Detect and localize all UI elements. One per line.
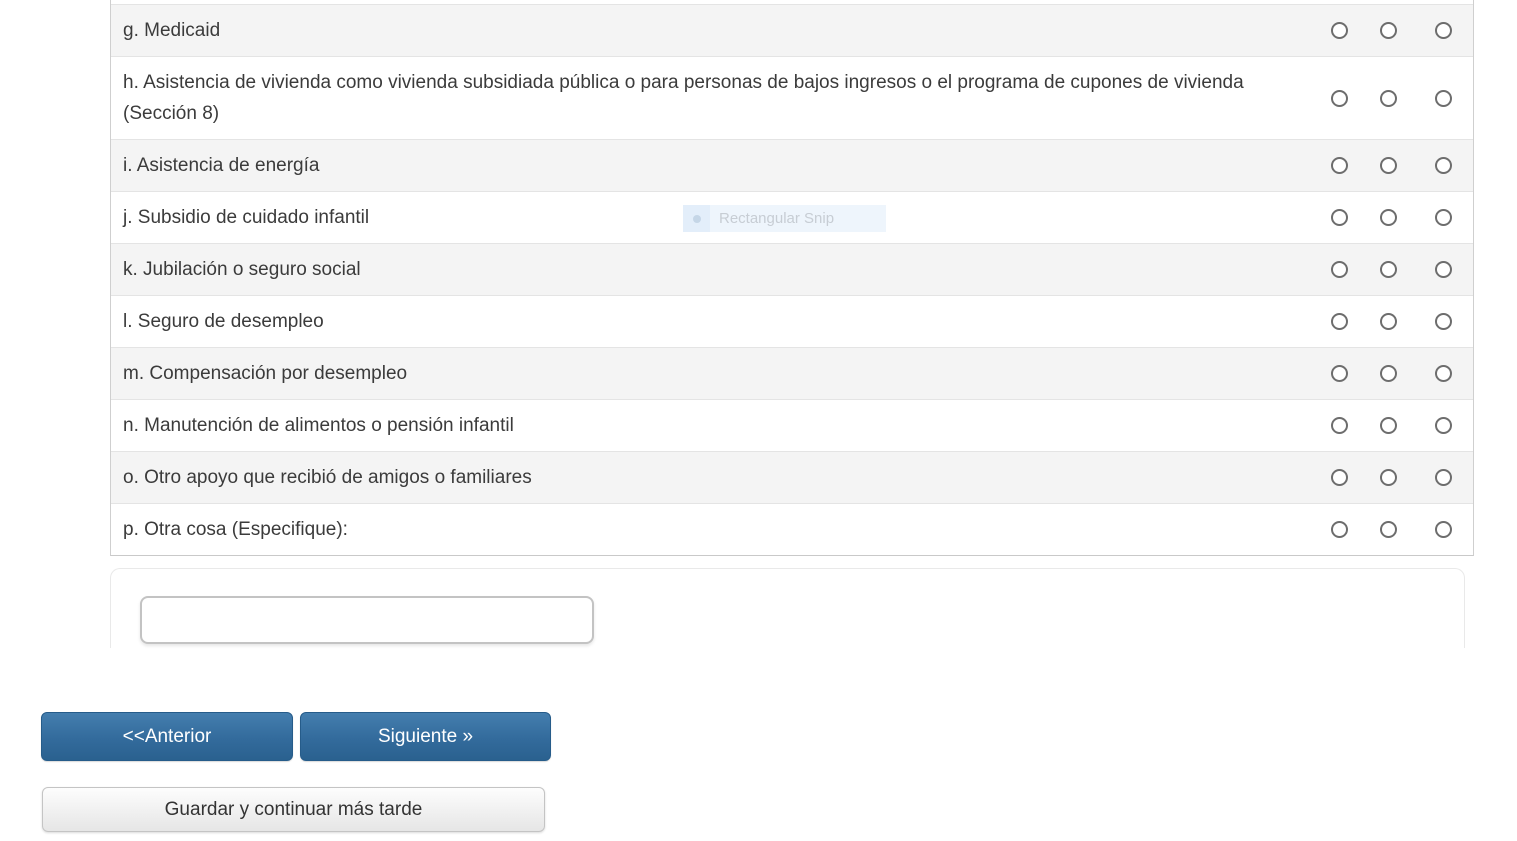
other-specify-input[interactable]: [140, 596, 594, 644]
radio-group: [1331, 22, 1473, 39]
radio-option-h-1[interactable]: [1331, 89, 1348, 107]
table-row-i: i. Asistencia de energía: [111, 139, 1473, 191]
table-row-l: l. Seguro de desempleo: [111, 295, 1473, 347]
followup-question-panel: [110, 568, 1465, 648]
radio-option-o-1[interactable]: [1331, 469, 1348, 486]
row-label: m. Compensación por desempleo: [123, 363, 408, 384]
radio-option-m-3[interactable]: [1435, 365, 1452, 382]
row-label: p. Otra cosa (Especifique):: [123, 519, 348, 540]
row-label: i. Asistencia de energía: [123, 155, 320, 176]
table-row-p: p. Otra cosa (Especifique):: [111, 503, 1473, 555]
radio-option-k-1[interactable]: [1331, 261, 1348, 278]
radio-option-o-3[interactable]: [1435, 469, 1452, 486]
radio-group: [1331, 417, 1473, 434]
radio-option-p-3[interactable]: [1435, 521, 1452, 538]
table-row-j: j. Subsidio de cuidado infantil: [111, 191, 1473, 243]
radio-group: [1331, 521, 1473, 538]
radio-option-h-3[interactable]: [1435, 89, 1452, 107]
table-row-m: m. Compensación por desempleo: [111, 347, 1473, 399]
radio-option-j-3[interactable]: [1435, 209, 1452, 226]
radio-option-n-2[interactable]: [1380, 417, 1397, 434]
radio-option-g-1[interactable]: [1331, 22, 1348, 39]
radio-option-g-3[interactable]: [1435, 22, 1452, 39]
radio-option-p-1[interactable]: [1331, 521, 1348, 538]
radio-option-k-3[interactable]: [1435, 261, 1452, 278]
radio-group: [1331, 157, 1473, 174]
radio-option-p-2[interactable]: [1380, 521, 1397, 538]
snip-dot-icon: [692, 214, 701, 223]
snip-tooltip: Rectangular Snip: [683, 205, 886, 232]
snip-tooltip-label: Rectangular Snip: [719, 210, 835, 227]
radio-option-m-1[interactable]: [1331, 365, 1348, 382]
previous-button[interactable]: <<Anterior: [41, 712, 293, 761]
radio-option-o-2[interactable]: [1380, 469, 1397, 486]
radio-group: [1331, 365, 1473, 382]
row-label: j. Subsidio de cuidado infantil: [123, 207, 370, 228]
row-label: h. Asistencia de vivienda como vivienda …: [123, 72, 1244, 124]
radio-option-h-2[interactable]: [1380, 89, 1397, 107]
benefits-question-table: g. Medicaid h. Asistencia de vivienda co…: [110, 0, 1474, 556]
radio-option-n-1[interactable]: [1331, 417, 1348, 434]
radio-option-i-1[interactable]: [1331, 157, 1348, 174]
row-label: l. Seguro de desempleo: [123, 311, 324, 332]
radio-option-j-2[interactable]: [1380, 209, 1397, 226]
row-label: k. Jubilación o seguro social: [123, 259, 361, 280]
radio-group: [1331, 313, 1473, 330]
radio-option-l-1[interactable]: [1331, 313, 1348, 330]
table-row-n: n. Manutención de alimentos o pensión in…: [111, 399, 1473, 451]
table-row-k: k. Jubilación o seguro social: [111, 243, 1473, 295]
row-label: n. Manutención de alimentos o pensión in…: [123, 415, 514, 436]
next-button[interactable]: Siguiente »: [300, 712, 551, 761]
radio-group: [1331, 261, 1473, 278]
radio-option-l-2[interactable]: [1380, 313, 1397, 330]
snip-chip: [683, 205, 710, 232]
radio-option-k-2[interactable]: [1380, 261, 1397, 278]
table-row-g: g. Medicaid: [111, 4, 1473, 56]
radio-option-l-3[interactable]: [1435, 313, 1452, 330]
table-row-o: o. Otro apoyo que recibió de amigos o fa…: [111, 451, 1473, 503]
radio-option-m-2[interactable]: [1380, 365, 1397, 382]
save-continue-later-button[interactable]: Guardar y continuar más tarde: [42, 787, 545, 832]
radio-group: [1331, 469, 1473, 486]
radio-group: [1331, 209, 1473, 226]
radio-option-i-3[interactable]: [1435, 157, 1452, 174]
table-row-h: h. Asistencia de vivienda como vivienda …: [111, 56, 1473, 139]
radio-option-j-1[interactable]: [1331, 209, 1348, 226]
radio-option-g-2[interactable]: [1380, 22, 1397, 39]
radio-option-n-3[interactable]: [1435, 417, 1452, 434]
row-label: g. Medicaid: [123, 20, 221, 41]
radio-group: [1331, 89, 1473, 107]
row-label: o. Otro apoyo que recibió de amigos o fa…: [123, 467, 532, 488]
radio-option-i-2[interactable]: [1380, 157, 1397, 174]
